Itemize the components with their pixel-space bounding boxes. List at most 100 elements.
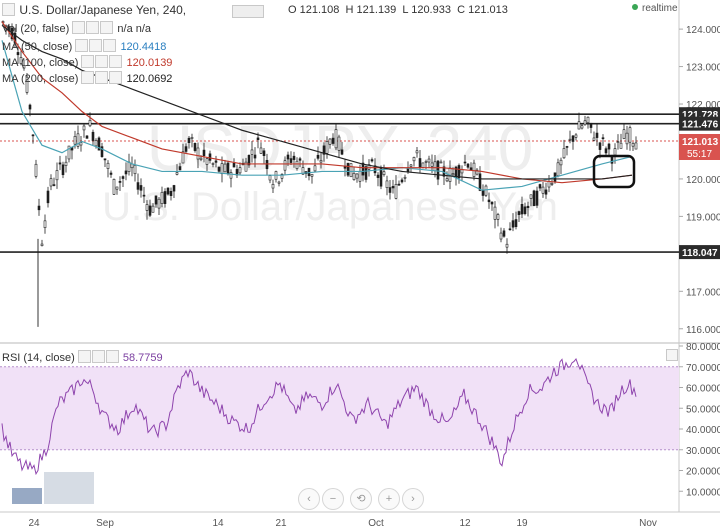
legend-ma100[interactable]: MA (100, close) 120.0139 (2, 55, 172, 69)
candle-body (502, 230, 506, 237)
candle-body (487, 199, 491, 203)
candle-body (547, 181, 551, 188)
candle-body (250, 149, 254, 155)
rsi-tick-label: 20.0000 (686, 467, 720, 478)
close-icon[interactable] (100, 21, 114, 34)
gear-icon[interactable] (95, 55, 109, 68)
candle-body (37, 205, 41, 211)
bar-countdown-label: 55:17 (687, 149, 712, 160)
candle-body (109, 172, 113, 175)
candle-body (328, 138, 332, 145)
candle-body (49, 178, 53, 187)
gear-icon[interactable] (89, 39, 103, 52)
candle-body (370, 159, 374, 162)
candle-body (457, 165, 461, 179)
price-tick-label: 119.000 (686, 212, 720, 223)
rsi-tick-label: 50.0000 (686, 404, 720, 415)
candle-body (103, 158, 107, 161)
candle-body (139, 185, 143, 191)
candle-body (112, 178, 116, 195)
candle-body (373, 165, 377, 174)
candle-body (520, 203, 524, 215)
candle-body (301, 167, 305, 175)
eye-icon[interactable] (77, 350, 91, 363)
rsi-pane-maximize-icon[interactable] (666, 349, 678, 361)
close-icon[interactable] (103, 39, 117, 52)
ma200-value: 120.0692 (126, 73, 173, 85)
scroll-left-button[interactable]: ‹ (298, 488, 320, 510)
scroll-right-button[interactable]: › (402, 488, 424, 510)
candle-body (541, 186, 545, 194)
candle-body (376, 174, 380, 178)
eye-icon[interactable] (75, 39, 89, 52)
candle-body (586, 116, 590, 124)
candle-body (535, 190, 539, 206)
reset-button[interactable]: ⟲ (350, 488, 372, 510)
candle-body (319, 160, 323, 163)
high-key: H (345, 4, 354, 16)
close-icon[interactable] (109, 55, 123, 68)
low-value: 120.933 (411, 4, 451, 16)
close-icon[interactable] (109, 71, 123, 84)
candle-body (583, 120, 587, 125)
settings-icon[interactable] (232, 5, 264, 18)
legend-vol[interactable]: Vol (20, false) n/a n/a (2, 21, 151, 35)
ma100-value: 120.0139 (126, 57, 173, 69)
candle-body (559, 159, 563, 166)
rsi-line (1, 357, 637, 476)
zoom-in-button[interactable]: + (378, 488, 400, 510)
candle-body (151, 205, 155, 213)
candle-body (61, 164, 65, 176)
candle-body (334, 129, 338, 149)
candle-body (55, 170, 59, 181)
rsi-tick-label: 80.0000 (686, 342, 720, 353)
candle-body (451, 173, 455, 176)
candle-body (607, 143, 611, 150)
candle-body (277, 181, 281, 184)
candle-body (625, 132, 629, 145)
gear-icon[interactable] (95, 71, 109, 84)
price-tick-label: 117.000 (686, 287, 720, 298)
close-icon[interactable] (105, 350, 119, 363)
gear-icon[interactable] (86, 21, 100, 34)
legend-rsi[interactable]: RSI (14, close) 58.7759 (2, 350, 163, 364)
eye-icon[interactable] (81, 55, 95, 68)
candle-body (544, 189, 548, 195)
eye-icon[interactable] (81, 71, 95, 84)
symbol-menu-icon[interactable] (2, 3, 15, 16)
price-level-label: 118.047 (682, 248, 718, 259)
candle-body (118, 181, 122, 183)
candle-body (394, 184, 398, 199)
price-tick-label: 120.000 (686, 175, 720, 186)
candle-body (211, 163, 215, 165)
candle-body (418, 158, 422, 168)
candle-body (439, 161, 443, 164)
candle-body (202, 149, 206, 157)
candle-body (367, 164, 371, 170)
candle-body (409, 164, 413, 167)
candle-body (391, 186, 395, 189)
pixelated-overlay (12, 488, 42, 504)
high-value: 121.139 (356, 4, 397, 16)
gear-icon[interactable] (91, 350, 105, 363)
candle-body (229, 172, 233, 179)
candle-body (76, 133, 80, 147)
candle-body (601, 137, 605, 140)
vol-label: Vol (20, false) (2, 23, 70, 35)
ma50-value: 120.4418 (120, 41, 167, 53)
eye-icon[interactable] (72, 21, 86, 34)
candle-body (25, 76, 29, 93)
zoom-out-button[interactable]: − (322, 488, 344, 510)
candle-body (538, 184, 542, 189)
candle-body (175, 172, 179, 175)
candle-body (142, 194, 146, 197)
legend-ma50[interactable]: MA (50, close) 120.4418 (2, 39, 166, 53)
candle-body (295, 160, 299, 169)
highlight-box-drawing[interactable] (592, 154, 636, 189)
legend-ma200[interactable]: MA (200, close) 120.0692 (2, 71, 172, 85)
candle-body (226, 162, 230, 174)
candle-body (94, 140, 98, 147)
candle-body (244, 161, 248, 172)
